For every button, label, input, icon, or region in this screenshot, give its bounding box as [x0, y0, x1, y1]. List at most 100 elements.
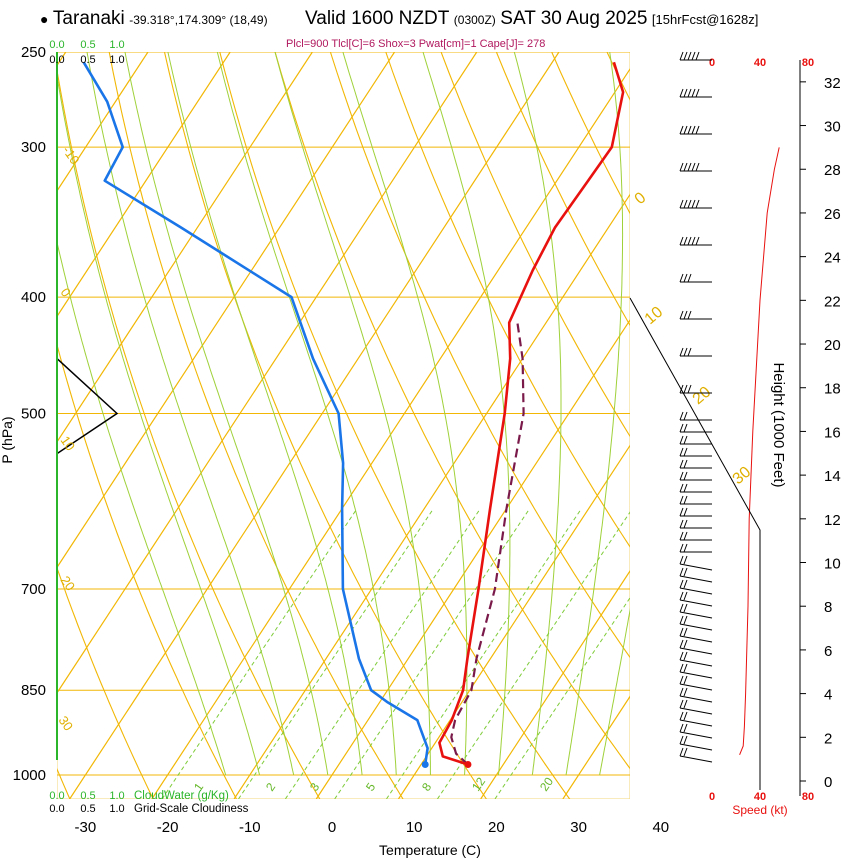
location-name: Taranaki: [52, 8, 125, 29]
speed-axis-title: Speed (kt): [732, 803, 787, 817]
mixing-ratio-line: [334, 508, 531, 799]
wind-barb-flag: [687, 162, 692, 172]
isotherm-label: 10: [58, 433, 79, 453]
pressure-tick-label: 250: [21, 44, 46, 61]
wind-barb-flag: [683, 507, 688, 517]
isotherm-label: 20: [58, 573, 79, 593]
height-tick-label: 8: [824, 599, 832, 616]
wind-barb-flag: [683, 723, 688, 733]
mixing-ratio-label: 2: [263, 780, 278, 794]
wind-barb: [679, 591, 713, 607]
temperature-tick-label: -10: [239, 819, 261, 836]
cloudiness-line: [57, 358, 119, 455]
moist-adiabat-line: [599, 607, 630, 776]
wind-speed-line: [739, 147, 780, 755]
wind-barb-flag: [679, 125, 684, 135]
wind-barb-flag: [683, 591, 688, 601]
wind-barb: [679, 411, 712, 421]
cloudwater-top-tick: 1.0: [109, 39, 124, 51]
title-bar: ● Taranaki -39.318°,174.309° (18,49): [40, 8, 268, 30]
wind-barb: [679, 627, 713, 643]
height-tick-label: 6: [824, 643, 832, 660]
wind-barb-flag: [679, 435, 684, 445]
cloudiness-bottom-tick: 0.0: [49, 803, 64, 815]
wind-barb-staff: [679, 647, 713, 655]
cloudiness-bottom-tick: 1.0: [109, 803, 124, 815]
wind-barb-flag: [679, 519, 684, 529]
wind-barb-flag: [695, 88, 700, 98]
temperature-tick-label: 20: [488, 819, 505, 836]
wind-barb-flag: [683, 88, 688, 98]
wind-barb-flag: [691, 125, 696, 135]
wind-barb-flag: [683, 639, 688, 649]
profile-group: [82, 61, 625, 766]
wind-barb-flag: [683, 471, 688, 481]
dry-adiabat-line: [385, 52, 630, 548]
wind-barb-flag: [683, 711, 688, 721]
wind-barb-flag: [687, 384, 692, 394]
wind-barb: [679, 273, 712, 283]
wind-barb-flag: [679, 88, 684, 98]
moist-adiabat-line: [422, 52, 511, 776]
temperature-tick-label: 0: [328, 819, 336, 836]
wind-barb: [679, 579, 713, 595]
mixing-ratio-line: [238, 508, 434, 799]
wind-barb: [679, 471, 712, 481]
wind-barb: [679, 236, 712, 246]
speed-bottom-tick: 80: [802, 791, 814, 803]
height-tick-label: 14: [824, 468, 841, 485]
valid-label: Valid 1600 NZDT: [305, 8, 450, 29]
wind-barb-flag: [683, 199, 688, 209]
utc-time: (0300Z): [453, 13, 496, 27]
speed-bottom-tick: 0: [709, 791, 715, 803]
wind-barb-flag: [683, 531, 688, 541]
height-tick-label: 16: [824, 424, 841, 441]
wind-barb-flag: [679, 747, 684, 757]
wind-barb-staff: [679, 611, 713, 619]
wind-barb-flag: [679, 579, 684, 589]
wind-barb-flag: [691, 51, 696, 61]
wind-barb: [679, 555, 713, 571]
isotherm-line: [562, 695, 630, 799]
cloudiness-bottom-tick: 0.5: [80, 803, 95, 815]
wind-barb-flag: [679, 651, 684, 661]
wind-barb-flag: [683, 459, 688, 469]
wind-barb-staff: [679, 731, 713, 739]
wind-barb-flag: [687, 88, 692, 98]
wind-barb-flag: [683, 519, 688, 529]
pressure-tick-label: 400: [21, 289, 46, 306]
wind-barb-flag: [683, 627, 688, 637]
wind-barb: [679, 447, 712, 457]
speed-top-tick: 80: [802, 57, 814, 69]
wind-barb-flag: [683, 615, 688, 625]
pressure-tick-label: 500: [21, 406, 46, 423]
wind-barb-flag: [691, 236, 696, 246]
wind-barb-flag: [679, 603, 684, 613]
wind-barb-staff: [679, 755, 713, 763]
plot-grid: [57, 52, 630, 799]
cloudwater-bottom-tick: 1.0: [109, 790, 124, 802]
wind-barb-flag: [679, 543, 684, 553]
wind-barb-flag: [683, 687, 688, 697]
wind-barb-flag: [679, 531, 684, 541]
wind-barb-flag: [683, 555, 688, 565]
wind-barb-flag: [683, 236, 688, 246]
wind-barb-flag: [683, 579, 688, 589]
pressure-axis-title: P (hPa): [0, 416, 15, 463]
isotherm-line: [397, 444, 630, 799]
wind-barb: [679, 687, 713, 703]
wind-barb-flag: [679, 495, 684, 505]
valid-date: SAT 30 Aug 2025: [500, 8, 648, 29]
wind-barb-flag: [691, 88, 696, 98]
isotherm-line: [57, 52, 313, 443]
moist-adiabat-line: [513, 52, 562, 776]
temperature-tick-label: 30: [570, 819, 587, 836]
isotherm-line: [57, 52, 478, 694]
height-tick-label: 18: [824, 381, 841, 398]
mixing-ratio-line: [161, 508, 358, 799]
mixing-ratio-label: 8: [419, 780, 434, 794]
wind-barb-flag: [679, 735, 684, 745]
wind-barb-flag: [679, 447, 684, 457]
sounding-parameters: Plcl=900 Tlcl[C]=6 Shox=3 Pwat[cm]=1 Cap…: [286, 38, 546, 50]
wind-barb: [679, 531, 712, 541]
